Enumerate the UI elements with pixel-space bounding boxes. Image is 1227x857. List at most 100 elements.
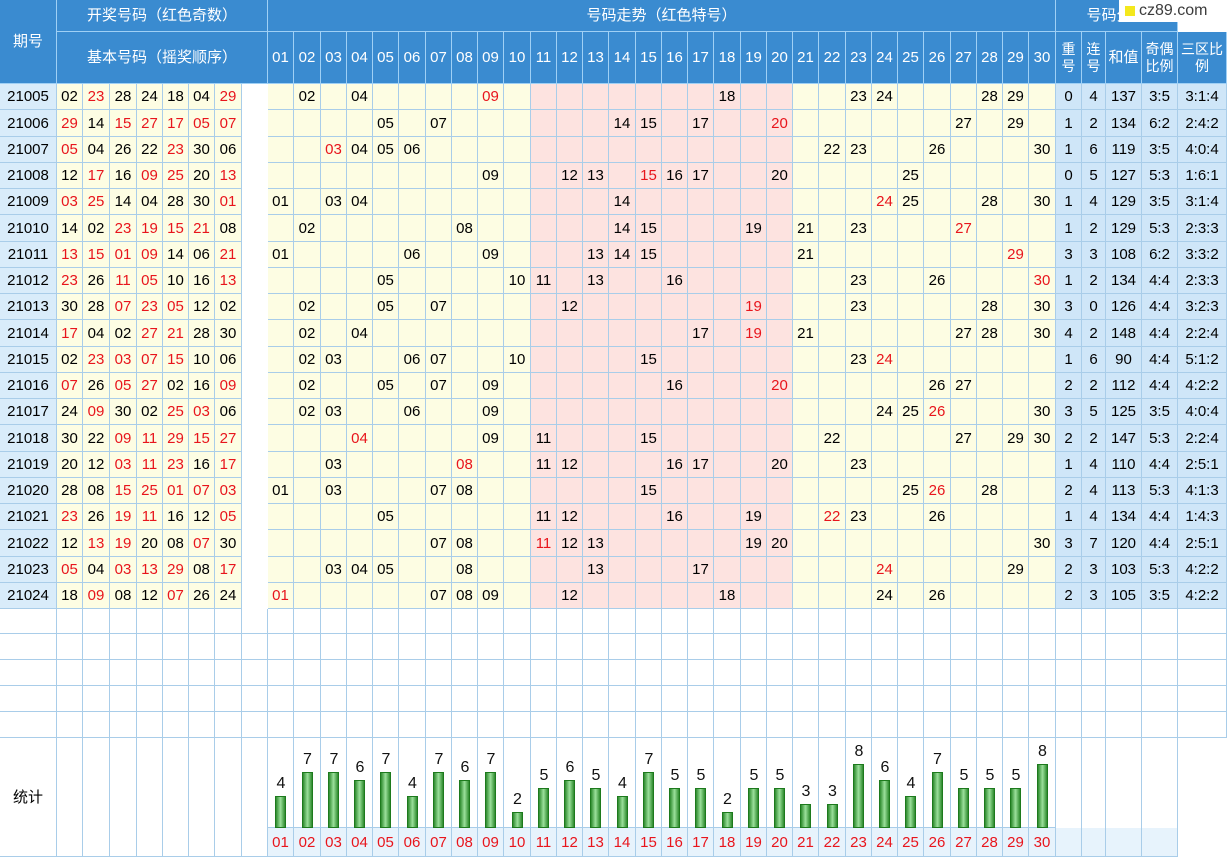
basic-number: 02: [110, 320, 137, 347]
trend-number: 03: [321, 137, 347, 163]
trend-empty-cell: [819, 215, 846, 242]
trend-number: 05: [373, 373, 399, 399]
basic-number: 01: [110, 242, 137, 268]
trend-number: 02: [294, 347, 321, 373]
trend-empty-cell: [583, 294, 609, 320]
empty-cell: [268, 686, 294, 712]
empty-cell: [321, 660, 347, 686]
empty-cell: [793, 609, 819, 634]
empty-cell: [1003, 660, 1029, 686]
trend-number: 05: [373, 110, 399, 137]
basic-number: 26: [189, 583, 215, 609]
trend-empty-cell: [583, 347, 609, 373]
trend-empty-cell: [872, 320, 898, 347]
trend-empty-cell: [951, 347, 977, 373]
trend-empty-cell: [478, 504, 504, 530]
trend-empty-cell: [714, 530, 741, 557]
stats-empty-cell: [57, 738, 83, 857]
trend-number: 03: [321, 399, 347, 425]
trend-number: 03: [321, 347, 347, 373]
trend-empty-cell: [819, 320, 846, 347]
trend-empty-cell: [531, 347, 557, 373]
trend-empty-cell: [662, 478, 688, 504]
empty-cell: [609, 686, 636, 712]
consecutive-count: 5: [1082, 163, 1106, 189]
trend-empty-cell: [741, 557, 767, 583]
trend-number: 03: [321, 189, 347, 215]
frequency-value-label: 3: [801, 783, 811, 800]
trend-empty-cell: [399, 583, 426, 609]
trend-number: 11: [531, 268, 557, 294]
empty-cell: [137, 686, 163, 712]
trend-column-header: 16: [662, 32, 688, 84]
empty-cell: [662, 712, 688, 738]
trend-number: 24: [872, 84, 898, 110]
trend-empty-cell: [741, 268, 767, 294]
basic-number: 22: [137, 137, 163, 163]
trend-number: 19: [741, 320, 767, 347]
trend-number: 05: [373, 294, 399, 320]
trend-empty-cell: [977, 583, 1003, 609]
empty-cell: [1082, 686, 1106, 712]
trend-empty-cell: [399, 294, 426, 320]
empty-cell: [1056, 686, 1082, 712]
frequency-bar: [669, 788, 680, 828]
trend-empty-cell: [793, 347, 819, 373]
empty-cell: [557, 712, 583, 738]
empty-cell: [1106, 634, 1142, 660]
trend-empty-cell: [609, 347, 636, 373]
frequency-value-label: 4: [408, 775, 417, 792]
empty-cell: [478, 660, 504, 686]
empty-cell: [0, 660, 57, 686]
trend-empty-cell: [373, 242, 399, 268]
empty-cell: [137, 609, 163, 634]
zone-ratio: 1:6:1: [1178, 163, 1227, 189]
trend-empty-cell: [872, 215, 898, 242]
stats-empty-cell: [83, 738, 110, 857]
trend-empty-cell: [767, 504, 793, 530]
odd-even-ratio: 3:5: [1142, 137, 1178, 163]
basic-number: 01: [163, 478, 189, 504]
sum-value: 103: [1106, 557, 1142, 583]
trend-empty-cell: [924, 425, 951, 452]
trend-empty-cell: [636, 557, 662, 583]
issue-number: 21005: [0, 84, 57, 110]
trend-number: 20: [767, 373, 793, 399]
trend-number: 21: [793, 320, 819, 347]
trend-empty-cell: [977, 163, 1003, 189]
trend-number: 03: [321, 557, 347, 583]
trend-empty-cell: [898, 504, 924, 530]
trend-number: 20: [767, 163, 793, 189]
trend-empty-cell: [819, 478, 846, 504]
trend-number: 30: [1029, 399, 1056, 425]
trend-empty-cell: [872, 242, 898, 268]
trend-empty-cell: [1003, 530, 1029, 557]
trend-empty-cell: [583, 583, 609, 609]
empty-cell: [1178, 609, 1227, 634]
trend-empty-cell: [1003, 189, 1029, 215]
consecutive-count: 3: [1082, 557, 1106, 583]
trend-empty-cell: [373, 530, 399, 557]
empty-cell: [583, 609, 609, 634]
frequency-bar: [748, 788, 759, 828]
trend-number: 28: [977, 84, 1003, 110]
trend-number: 03: [321, 452, 347, 478]
trend-empty-cell: [714, 294, 741, 320]
empty-cell: [819, 712, 846, 738]
empty-cell: [951, 712, 977, 738]
trend-number: 16: [662, 373, 688, 399]
empty-cell: [924, 634, 951, 660]
trend-empty-cell: [373, 425, 399, 452]
frequency-bar: [800, 804, 811, 828]
trend-empty-cell: [1029, 347, 1056, 373]
trend-empty-cell: [636, 268, 662, 294]
repeat-count: 2: [1056, 557, 1082, 583]
basic-number: 02: [57, 84, 83, 110]
empty-cell: [819, 686, 846, 712]
frequency-category-label: 02: [294, 828, 321, 857]
trend-empty-cell: [924, 557, 951, 583]
site-logo[interactable]: cz89.com: [1119, 0, 1227, 22]
trend-empty-cell: [321, 294, 347, 320]
trend-empty-cell: [662, 84, 688, 110]
trend-empty-cell: [1003, 452, 1029, 478]
